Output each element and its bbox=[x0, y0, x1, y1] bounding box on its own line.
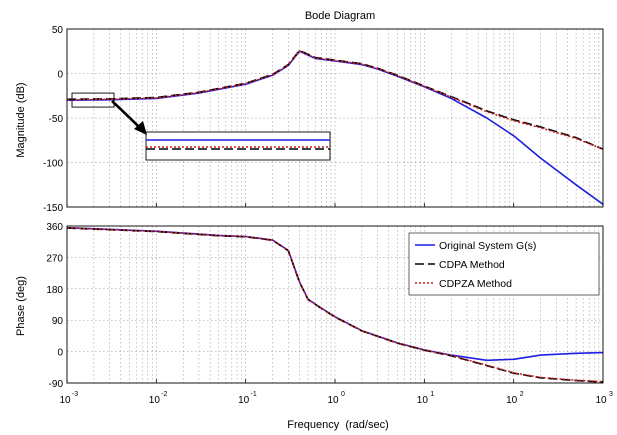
x-tick-label: 10 bbox=[417, 395, 429, 406]
legend-box bbox=[408, 232, 600, 296]
zoom-inset-box bbox=[145, 131, 331, 161]
magnitude-y-tick-label: 50 bbox=[52, 25, 64, 36]
phase-axes-frame bbox=[66, 225, 604, 384]
legend-label-2: CDPZA Method bbox=[439, 278, 512, 290]
magnitude-axes: 50 0 -50 -100 -150 bbox=[43, 25, 604, 214]
legend-label-0: Original System G(s) bbox=[439, 240, 536, 252]
zoom-arrow-head bbox=[134, 121, 147, 135]
magnitude-series-2 bbox=[66, 49, 604, 150]
zoom-source-box bbox=[71, 92, 115, 108]
zoom-inset-annotation bbox=[71, 92, 331, 161]
x-axis-label: Frequency (rad/sec) bbox=[287, 419, 388, 431]
phase-y-tick-label: 0 bbox=[57, 348, 63, 359]
x-tick-exponent: -1 bbox=[251, 391, 257, 398]
phase-y-tick-label: 270 bbox=[46, 253, 63, 264]
x-tick-exponent: -2 bbox=[161, 391, 167, 398]
x-tick-label: 10 bbox=[595, 395, 607, 406]
x-tick-label: 10 bbox=[59, 395, 71, 406]
magnitude-y-tick-label: -50 bbox=[49, 114, 64, 125]
phase-y-tick-label: 360 bbox=[46, 222, 63, 233]
magnitude-ylabel: Magnitude (dB) bbox=[15, 82, 27, 157]
phase-ylabel: Phase (deg) bbox=[15, 276, 27, 336]
x-tick-label: 10 bbox=[149, 395, 161, 406]
magnitude-y-tick-label: 0 bbox=[57, 70, 63, 81]
x-tick-label: 10 bbox=[506, 395, 518, 406]
legend-label-1: CDPA Method bbox=[439, 259, 505, 271]
magnitude-axes-frame bbox=[66, 28, 604, 208]
phase-y-tick-label: 180 bbox=[46, 285, 63, 296]
x-tick-exponent: 0 bbox=[341, 391, 345, 398]
phase-series-2 bbox=[66, 227, 604, 383]
phase-y-tick-label: -90 bbox=[49, 379, 64, 390]
x-tick-exponent: 3 bbox=[609, 391, 613, 398]
phase-y-tick-label: 90 bbox=[52, 316, 64, 327]
x-tick-exponent: 1 bbox=[430, 391, 434, 398]
x-tick-label: 10 bbox=[238, 395, 250, 406]
magnitude-y-tick-label: -100 bbox=[43, 159, 63, 170]
x-tick-label: 10 bbox=[327, 395, 339, 406]
magnitude-y-tick-label: -150 bbox=[43, 203, 63, 214]
x-tick-exponent: -3 bbox=[72, 391, 78, 398]
legend: Original System G(s) CDPA Method CDPZA Met… bbox=[408, 232, 600, 296]
chart-title: Bode Diagram bbox=[305, 10, 375, 22]
x-tick-exponent: 2 bbox=[520, 391, 524, 398]
